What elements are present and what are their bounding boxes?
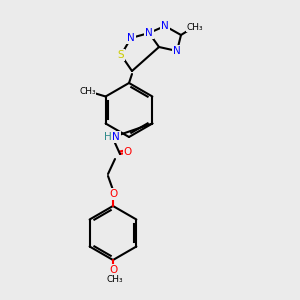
Text: H: H	[104, 132, 112, 142]
Text: N: N	[112, 132, 120, 142]
Text: CH₃: CH₃	[79, 87, 96, 96]
Text: S: S	[118, 50, 124, 60]
Text: CH₃: CH₃	[107, 275, 123, 284]
Text: O: O	[109, 265, 117, 275]
Text: O: O	[109, 189, 117, 199]
Text: N: N	[145, 28, 153, 38]
Text: N: N	[127, 33, 135, 43]
Text: N: N	[161, 21, 169, 31]
Text: O: O	[124, 147, 132, 157]
Text: CH₃: CH₃	[187, 22, 203, 32]
Text: N: N	[173, 46, 181, 56]
